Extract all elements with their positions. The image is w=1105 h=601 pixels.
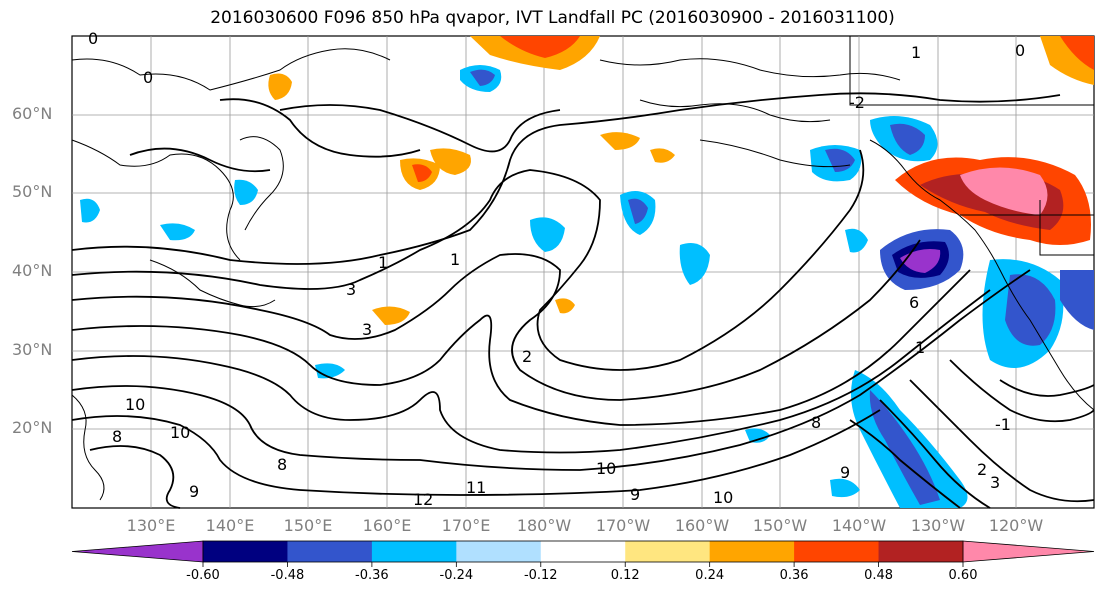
contour-label: 12 (413, 490, 433, 509)
contour-label: 1 (378, 253, 388, 272)
contour-label: 11 (466, 478, 486, 497)
contour-label: 2 (977, 460, 987, 479)
colorbar-extend-min (71, 540, 204, 563)
lat-label: 50°N (12, 182, 53, 201)
lat-label: 60°N (12, 104, 53, 123)
lon-label: 130°W (910, 516, 966, 535)
lon-label: 140°E (205, 516, 255, 535)
contour-label: 10 (170, 423, 190, 442)
contour-label: 10 (713, 488, 733, 507)
colorbar-segment (371, 541, 457, 562)
graticule (72, 36, 1094, 508)
contour-label: 3 (346, 280, 356, 299)
contour-label: 0 (143, 68, 153, 87)
contour-label: 10 (596, 459, 616, 478)
colorbar-segment (540, 541, 626, 562)
contour-label: -2 (849, 93, 865, 112)
lon-label: 140°W (831, 516, 887, 535)
colorbar-tick-label: 0.36 (779, 568, 809, 583)
colorbar-segment (709, 541, 795, 562)
lon-label: 170°W (595, 516, 651, 535)
contour-label: 8 (277, 455, 287, 474)
contour-label: -1 (995, 415, 1011, 434)
lon-label: 130°E (126, 516, 176, 535)
colorbar-tick-label: 0.12 (610, 568, 640, 583)
colorbar-tick-label: -0.24 (439, 568, 474, 583)
colorbar-segment (287, 541, 373, 562)
colorbar-tick-label: 0.60 (948, 568, 978, 583)
contour-label: 9 (630, 485, 640, 504)
contour-label: 1 (915, 338, 925, 357)
contour-label: 2 (522, 347, 532, 366)
contour-label: 6 (909, 293, 919, 312)
colorbar-tick-label: 0.24 (695, 568, 725, 583)
colorbar-tick-label: -0.60 (186, 568, 220, 583)
lat-label: 40°N (12, 261, 53, 280)
lon-label: 150°E (283, 516, 333, 535)
contour-label: 3 (362, 320, 372, 339)
lat-label: 30°N (12, 340, 53, 359)
map-title: 2016030600 F096 850 hPa qvapor, IVT Land… (210, 8, 895, 28)
contour-label: 3 (990, 473, 1000, 492)
colorbar-tick-label: -0.12 (523, 568, 558, 583)
contour-label: 9 (840, 463, 850, 482)
lon-label: 160°E (362, 516, 412, 535)
contour-label: 1 (911, 43, 921, 62)
lon-label: 170°E (441, 516, 491, 535)
contour-label: 1 (450, 250, 460, 269)
contour-labels: 0 0 1 0 -2 1 1 3 3 2 10 10 8 9 11 12 10 … (88, 29, 1025, 509)
lat-label: 20°N (12, 418, 53, 437)
colorbar-segment (625, 541, 711, 562)
colorbar-segment (794, 541, 880, 562)
lon-label: 120°W (988, 516, 1044, 535)
contour-label: 8 (811, 413, 821, 432)
colorbar-tick-label: -0.48 (270, 568, 305, 583)
qvapor-shading (80, 36, 1094, 508)
colorbar-segment (456, 541, 542, 562)
lon-label: 150°W (752, 516, 808, 535)
colorbar-tick-label: 0.48 (864, 568, 894, 583)
contour-label: 8 (112, 427, 122, 446)
colorbar (71, 540, 1095, 567)
ivt-contours (71, 92, 1095, 509)
contour-label: 10 (125, 395, 145, 414)
lon-label: 160°W (674, 516, 730, 535)
contour-label: 0 (1015, 41, 1025, 60)
contour-label: 9 (189, 482, 199, 501)
contour-label: 0 (88, 29, 98, 48)
colorbar-segment (203, 541, 288, 562)
colorbar-segment (878, 541, 964, 562)
colorbar-tick-label: -0.36 (355, 568, 389, 583)
colorbar-extend-max (962, 540, 1095, 563)
colorbar-outline (202, 540, 964, 563)
lon-label: 180°W (516, 516, 572, 535)
